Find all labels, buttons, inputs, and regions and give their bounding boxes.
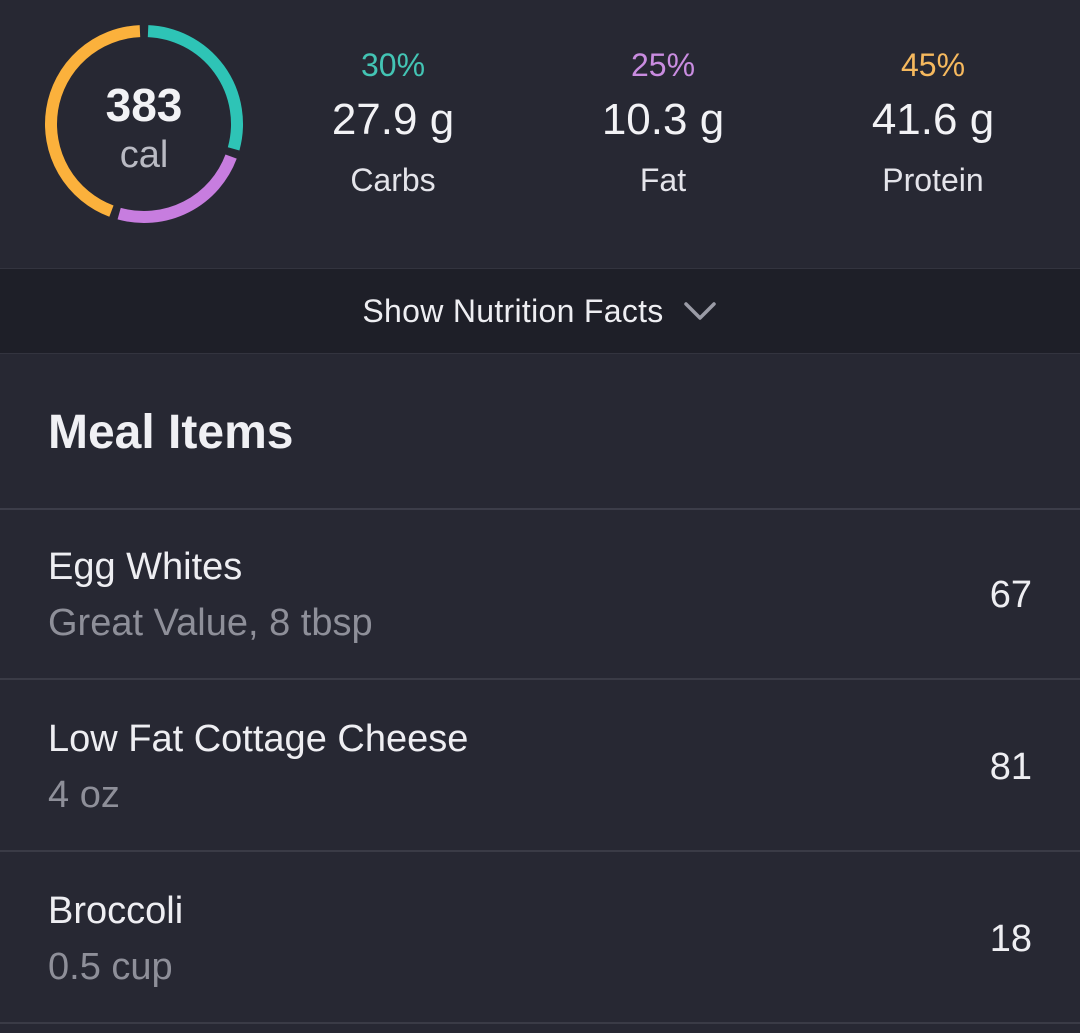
macro-fat-label: Fat bbox=[639, 162, 687, 198]
ring-segment-protein bbox=[45, 25, 141, 217]
ring-segment-carbs bbox=[147, 25, 243, 151]
meal-item-name: Low Fat Cottage Cheese bbox=[48, 718, 469, 760]
meal-item-calories: 67 bbox=[989, 574, 1032, 616]
macro-protein-grams: 41.6 g bbox=[871, 95, 995, 144]
meal-item-detail: 4 oz bbox=[48, 774, 120, 816]
meal-item-name: Egg Whites bbox=[48, 546, 243, 588]
meal-items-list: Egg Whites Great Value, 8 tbsp 67 Low Fa… bbox=[0, 508, 1080, 1024]
macro-fat: 25% 10.3 g Fat bbox=[543, 44, 783, 200]
macro-carbs: 30% 27.9 g Carbs bbox=[273, 44, 513, 200]
ring-segment-fat bbox=[117, 154, 237, 223]
section-divider bbox=[0, 508, 1080, 510]
calorie-ring: 383 cal bbox=[44, 24, 244, 224]
meal-item-detail: 0.5 cup bbox=[48, 946, 173, 988]
meal-item-broccoli[interactable]: Broccoli 0.5 cup 18 bbox=[0, 852, 1080, 1024]
show-nutrition-facts-button[interactable]: Show Nutrition Facts bbox=[0, 268, 1080, 354]
macro-summary: 383 cal 30% 27.9 g Carbs 25% 10.3 g Fat … bbox=[0, 0, 1080, 268]
meal-item-detail: Great Value, 8 tbsp bbox=[48, 602, 373, 644]
calorie-unit: cal bbox=[119, 134, 169, 176]
meal-item-calories: 18 bbox=[989, 918, 1032, 960]
meal-item-calories: 81 bbox=[989, 746, 1032, 788]
macro-carbs-percent: 30% bbox=[360, 47, 426, 83]
macro-protein-percent: 45% bbox=[900, 47, 966, 83]
meal-items-heading: Meal Items bbox=[48, 406, 294, 459]
chevron-down-icon bbox=[682, 299, 718, 323]
macro-carbs-label: Carbs bbox=[350, 162, 436, 198]
meal-item-name: Broccoli bbox=[48, 890, 184, 932]
calorie-total: 383 bbox=[105, 79, 183, 131]
macro-fat-percent: 25% bbox=[630, 47, 696, 83]
show-nutrition-facts-label: Show Nutrition Facts bbox=[362, 292, 664, 329]
macro-carbs-grams: 27.9 g bbox=[331, 95, 455, 144]
calorie-ring-chart bbox=[45, 25, 243, 223]
macro-protein-label: Protein bbox=[882, 162, 984, 198]
meal-item-low-fat-cottage-cheese[interactable]: Low Fat Cottage Cheese 4 oz 81 bbox=[0, 680, 1080, 852]
macro-protein: 45% 41.6 g Protein bbox=[813, 44, 1053, 200]
meal-item-egg-whites[interactable]: Egg Whites Great Value, 8 tbsp 67 bbox=[0, 508, 1080, 680]
macro-fat-grams: 10.3 g bbox=[601, 95, 725, 144]
